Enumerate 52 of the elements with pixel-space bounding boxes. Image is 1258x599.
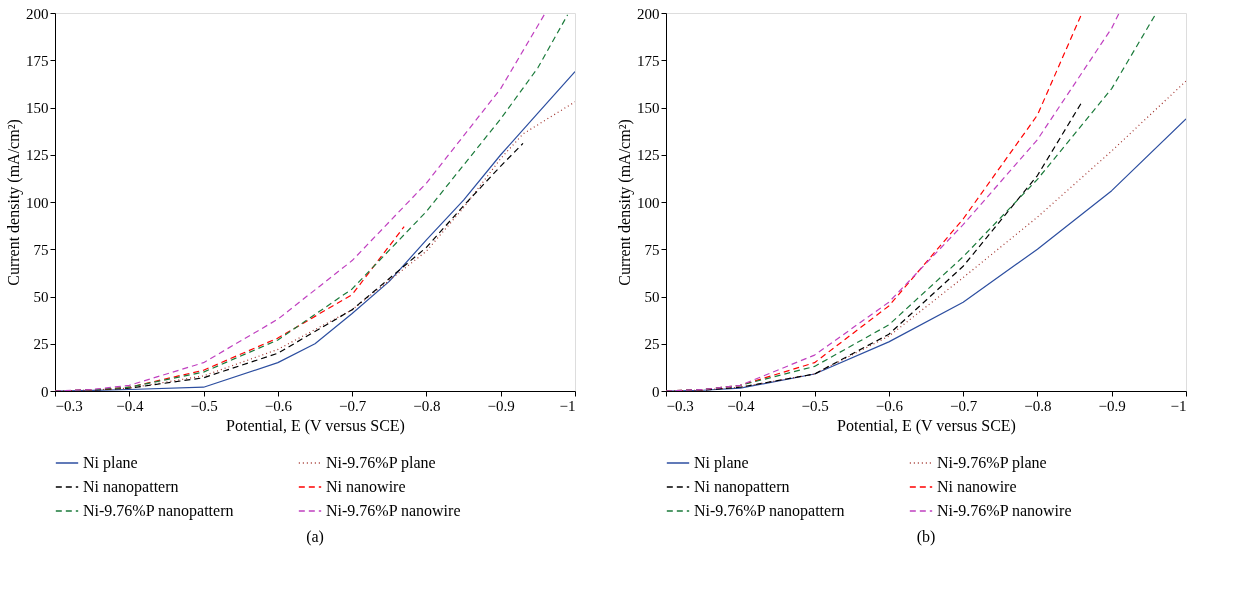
y-tick-label: 25 bbox=[644, 336, 660, 353]
x-axis-title: Potential, E (V versus SCE) bbox=[837, 416, 1016, 435]
legend-label: Ni plane bbox=[694, 454, 749, 472]
x-tick-label: −0.3 bbox=[666, 397, 694, 414]
x-tick-label: −0.8 bbox=[1024, 397, 1052, 414]
x-tick-label: −0.7 bbox=[950, 397, 978, 414]
y-axis-title: Current density (mA/cm²) bbox=[5, 119, 23, 286]
y-tick-label: 200 bbox=[637, 5, 660, 22]
legend-label: Ni nanopattern bbox=[694, 478, 790, 496]
legend-label: Ni nanowire bbox=[937, 478, 1017, 495]
legend-label: Ni-9.76%P nanopattern bbox=[83, 502, 234, 520]
x-tick-label: −0.5 bbox=[190, 397, 218, 414]
y-tick-label: 175 bbox=[26, 52, 49, 69]
y-tick-label: 125 bbox=[26, 147, 49, 164]
text: (a) bbox=[306, 528, 324, 546]
y-tick-label: 175 bbox=[637, 52, 660, 69]
x-tick-label: −0.4 bbox=[727, 397, 755, 414]
x-tick-label: −1 bbox=[1170, 397, 1187, 414]
x-tick-label: −0.6 bbox=[875, 397, 904, 414]
y-axis-title: Current density (mA/cm²) bbox=[616, 119, 634, 286]
y-tick-label: 75 bbox=[33, 241, 49, 258]
legend-label: Ni-9.76%P nanopattern bbox=[694, 502, 845, 520]
legend-label: Ni plane bbox=[83, 454, 138, 472]
y-tick-label: 50 bbox=[33, 289, 49, 305]
legend-label: Ni-9.76%P nanowire bbox=[937, 502, 1072, 519]
legend-label: Ni nanowire bbox=[326, 478, 406, 495]
text: (b) bbox=[916, 528, 936, 546]
x-tick-label: −0.8 bbox=[413, 397, 441, 414]
y-tick-label: 50 bbox=[644, 289, 660, 305]
y-tick-label: 0 bbox=[652, 383, 660, 400]
y-tick-label: 0 bbox=[41, 383, 49, 400]
y-tick-label: 25 bbox=[33, 336, 49, 353]
y-tick-label: 100 bbox=[637, 194, 660, 211]
x-tick-label: −0.4 bbox=[116, 397, 144, 414]
y-tick-label: 75 bbox=[644, 241, 660, 258]
legend-label: Ni-9.76%P plane bbox=[326, 454, 436, 472]
legend-label: Ni-9.76%P plane bbox=[937, 454, 1047, 472]
y-tick-label: 150 bbox=[637, 100, 660, 116]
x-axis-title: Potential, E (V versus SCE) bbox=[226, 416, 405, 435]
x-tick-label: −0.9 bbox=[487, 397, 515, 414]
x-tick-label: −0.7 bbox=[339, 397, 367, 414]
x-tick-label: −0.9 bbox=[1098, 397, 1126, 414]
x-tick-label: −0.6 bbox=[264, 397, 293, 414]
y-tick-label: 100 bbox=[26, 194, 49, 211]
y-tick-label: 150 bbox=[26, 100, 49, 116]
y-tick-label: 125 bbox=[637, 147, 660, 164]
x-tick-label: −1 bbox=[559, 397, 576, 414]
x-tick-label: −0.5 bbox=[801, 397, 829, 414]
legend-label: Ni-9.76%P nanowire bbox=[326, 502, 461, 519]
x-tick-label: −0.3 bbox=[55, 397, 83, 414]
y-tick-label: 200 bbox=[26, 5, 49, 22]
legend-label: Ni nanopattern bbox=[83, 478, 179, 496]
